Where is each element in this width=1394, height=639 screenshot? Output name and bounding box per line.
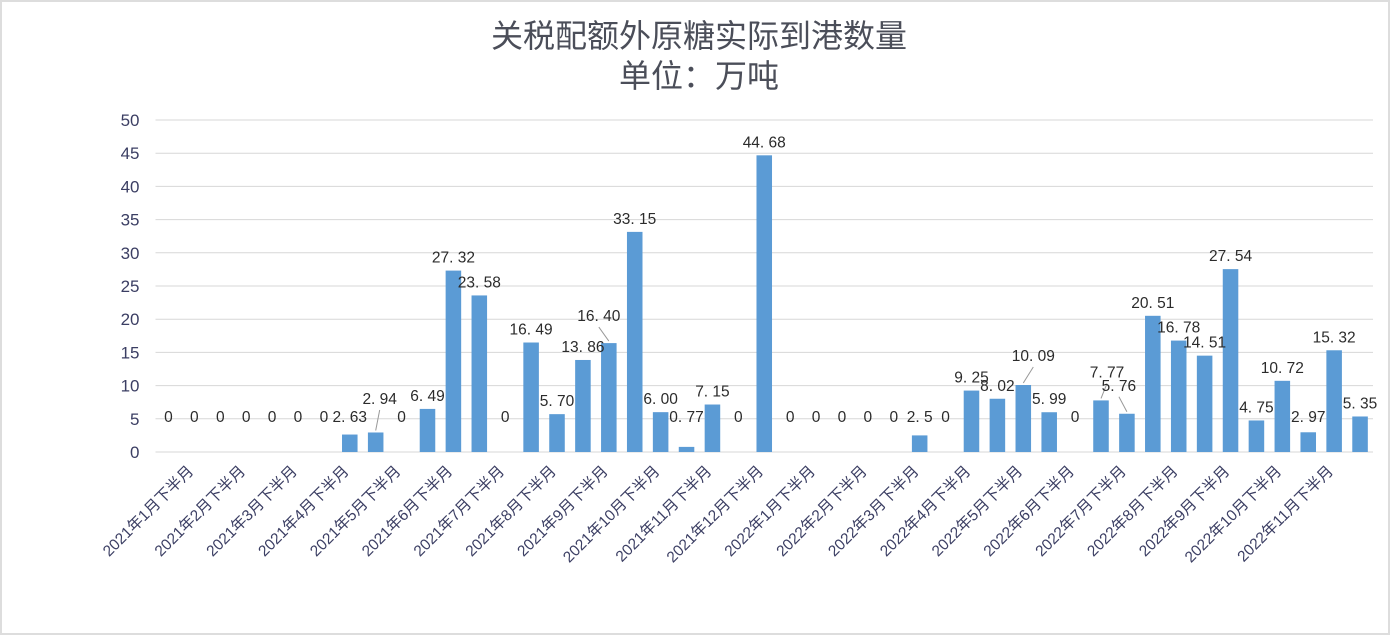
svg-text:0: 0	[941, 409, 950, 426]
svg-text:13. 86: 13. 86	[561, 339, 604, 356]
svg-text:0: 0	[397, 409, 406, 426]
svg-text:45: 45	[121, 144, 140, 163]
svg-text:4. 75: 4. 75	[1239, 399, 1273, 416]
svg-text:2. 94: 2. 94	[362, 391, 397, 408]
svg-text:2. 63: 2. 63	[333, 409, 367, 426]
svg-text:5. 99: 5. 99	[1032, 391, 1066, 408]
svg-text:2022年8月下半月: 2022年8月下半月	[1084, 462, 1182, 560]
svg-text:10: 10	[121, 377, 140, 396]
svg-text:2022年9月下半月: 2022年9月下半月	[1135, 462, 1233, 560]
svg-text:50: 50	[121, 111, 140, 130]
svg-text:2. 5: 2. 5	[907, 409, 933, 426]
svg-text:5: 5	[130, 410, 139, 429]
svg-text:2022年6月下半月: 2022年6月下半月	[980, 462, 1078, 560]
svg-text:0: 0	[734, 409, 743, 426]
svg-text:25: 25	[121, 277, 140, 296]
svg-text:44. 68: 44. 68	[743, 134, 786, 151]
svg-text:0. 77: 0. 77	[669, 409, 703, 426]
svg-text:15: 15	[121, 343, 140, 362]
svg-text:2021年4月下半月: 2021年4月下半月	[255, 462, 353, 560]
svg-text:2021年8月下半月: 2021年8月下半月	[462, 462, 560, 560]
svg-text:30: 30	[121, 244, 140, 263]
svg-text:40: 40	[121, 177, 140, 196]
svg-text:0: 0	[889, 409, 898, 426]
svg-text:2022年2月下半月: 2022年2月下半月	[773, 462, 871, 560]
svg-text:0: 0	[1071, 409, 1080, 426]
svg-text:0: 0	[838, 409, 847, 426]
svg-text:5. 70: 5. 70	[540, 393, 575, 410]
svg-text:7. 15: 7. 15	[695, 384, 729, 401]
svg-text:10. 72: 10. 72	[1261, 360, 1304, 377]
svg-text:16. 49: 16. 49	[510, 322, 553, 339]
svg-text:23. 58: 23. 58	[458, 274, 501, 291]
svg-text:2022年5月下半月: 2022年5月下半月	[928, 462, 1026, 560]
svg-text:10. 09: 10. 09	[1012, 348, 1055, 365]
svg-text:2021年6月下半月: 2021年6月下半月	[358, 462, 456, 560]
svg-text:0: 0	[164, 409, 173, 426]
svg-text:2021年9月下半月: 2021年9月下半月	[514, 462, 612, 560]
svg-text:2021年1月下半月: 2021年1月下半月	[99, 462, 197, 560]
svg-text:0: 0	[216, 409, 225, 426]
svg-text:2021年3月下半月: 2021年3月下半月	[203, 462, 301, 560]
svg-text:2022年7月下半月: 2022年7月下半月	[1032, 462, 1130, 560]
svg-text:15. 32: 15. 32	[1313, 329, 1356, 346]
svg-text:2022年3月下半月: 2022年3月下半月	[824, 462, 922, 560]
svg-text:6. 49: 6. 49	[410, 388, 444, 405]
svg-text:0: 0	[268, 409, 277, 426]
svg-text:20. 51: 20. 51	[1131, 295, 1174, 312]
svg-text:5. 76: 5. 76	[1102, 378, 1136, 395]
svg-text:2022年1月下半月: 2022年1月下半月	[721, 462, 819, 560]
svg-text:0: 0	[294, 409, 303, 426]
svg-text:2021年10月下半月: 2021年10月下半月	[559, 462, 663, 566]
svg-text:35: 35	[121, 211, 140, 230]
svg-text:27. 32: 27. 32	[432, 250, 475, 267]
svg-text:8. 02: 8. 02	[980, 378, 1014, 395]
svg-text:0: 0	[864, 409, 873, 426]
svg-text:33. 15: 33. 15	[613, 211, 656, 228]
svg-text:0: 0	[320, 409, 329, 426]
svg-text:0: 0	[130, 443, 139, 462]
svg-text:2022年11月下半月: 2022年11月下半月	[1234, 462, 1337, 565]
svg-text:2022年10月下半月: 2022年10月下半月	[1181, 462, 1285, 566]
svg-text:2. 97: 2. 97	[1291, 409, 1325, 426]
svg-text:0: 0	[190, 409, 199, 426]
svg-text:5. 35: 5. 35	[1343, 395, 1377, 412]
svg-text:27. 54: 27. 54	[1209, 248, 1252, 265]
svg-text:0: 0	[501, 409, 510, 426]
svg-text:2021年2月下半月: 2021年2月下半月	[151, 462, 249, 560]
svg-text:2021年11月下半月: 2021年11月下半月	[612, 462, 715, 565]
svg-text:16. 40: 16. 40	[577, 308, 620, 325]
svg-text:2022年4月下半月: 2022年4月下半月	[876, 462, 974, 560]
svg-text:0: 0	[242, 409, 251, 426]
svg-text:6. 00: 6. 00	[643, 391, 678, 408]
svg-text:0: 0	[812, 409, 821, 426]
svg-text:14. 51: 14. 51	[1183, 335, 1226, 352]
svg-text:2021年7月下半月: 2021年7月下半月	[410, 462, 508, 560]
svg-text:2021年12月下半月: 2021年12月下半月	[663, 462, 767, 566]
svg-text:20: 20	[121, 310, 140, 329]
svg-text:2021年5月下半月: 2021年5月下半月	[306, 462, 404, 560]
svg-text:0: 0	[786, 409, 795, 426]
